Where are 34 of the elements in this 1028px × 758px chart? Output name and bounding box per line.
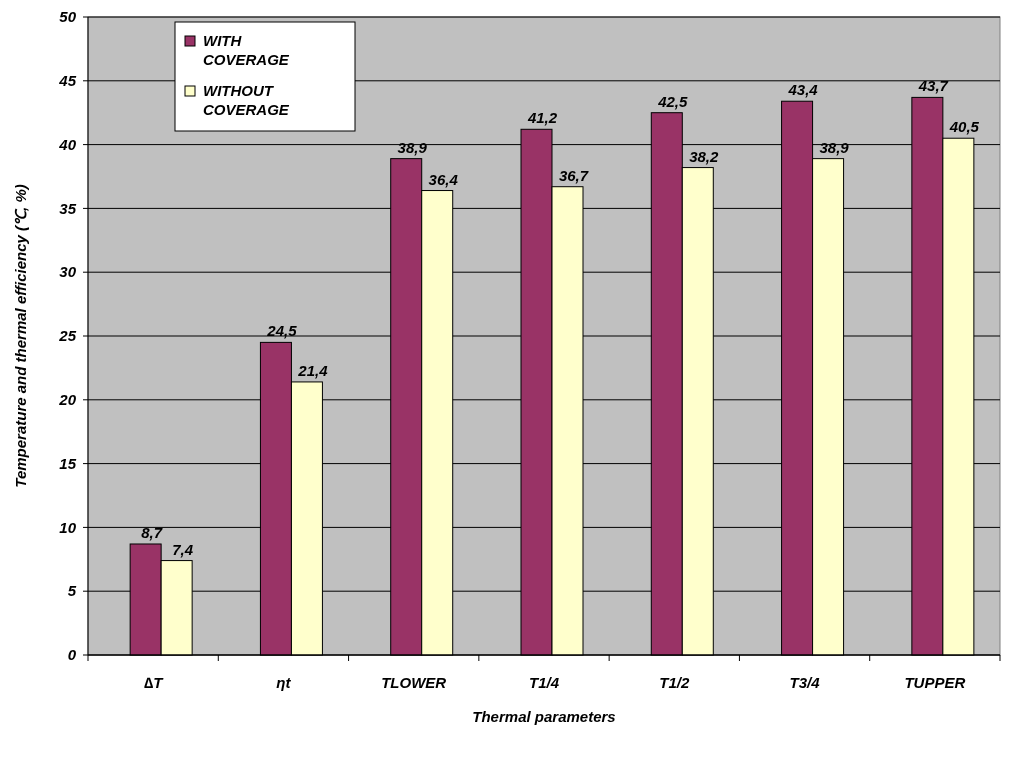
y-tick-label: 45: [58, 72, 77, 90]
data-label: 42,5: [657, 92, 689, 110]
data-label: 43,7: [917, 77, 949, 95]
data-label: 36,4: [428, 170, 459, 188]
y-tick-label: 40: [58, 135, 77, 153]
data-label: 40,5: [948, 118, 980, 136]
data-label: 38,2: [689, 147, 720, 165]
x-tick-label: TUPPER: [904, 674, 966, 691]
legend-label: WITHOUT COVERAGE: [203, 82, 290, 118]
y-tick-label: 5: [67, 582, 77, 600]
data-label: 43,4: [787, 81, 819, 99]
legend-label: WITH COVERAGE: [203, 32, 290, 68]
y-tick-label: 20: [58, 391, 77, 409]
data-label: 7,4: [172, 540, 194, 558]
y-tick-label: 50: [59, 8, 77, 26]
data-label: 21,4: [297, 361, 329, 379]
y-axis-title: Temperature and thermal efficiency (℃, %): [12, 184, 29, 488]
x-axis-title: Thermal parameters: [472, 708, 616, 725]
data-label: 24,5: [266, 322, 298, 340]
x-tick-label: TLOWER: [381, 674, 447, 691]
data-label: 36,7: [558, 166, 589, 184]
y-tick-label: 30: [59, 263, 77, 281]
y-tick-label: 15: [59, 454, 77, 472]
data-label: 41,2: [526, 109, 558, 127]
y-tick-label: 10: [59, 518, 77, 536]
x-tick-label: T1/4: [528, 674, 560, 691]
y-tick-label: 0: [67, 646, 77, 664]
y-tick-label: 35: [59, 199, 77, 217]
x-tick-label: T1/2: [659, 674, 690, 691]
y-tick-label: 25: [58, 327, 77, 345]
x-tick-label: T3/4: [789, 674, 821, 691]
x-tick-label: ηt: [276, 674, 292, 691]
x-tick-label: ∆T: [143, 674, 165, 691]
data-label: 8,7: [141, 523, 163, 541]
